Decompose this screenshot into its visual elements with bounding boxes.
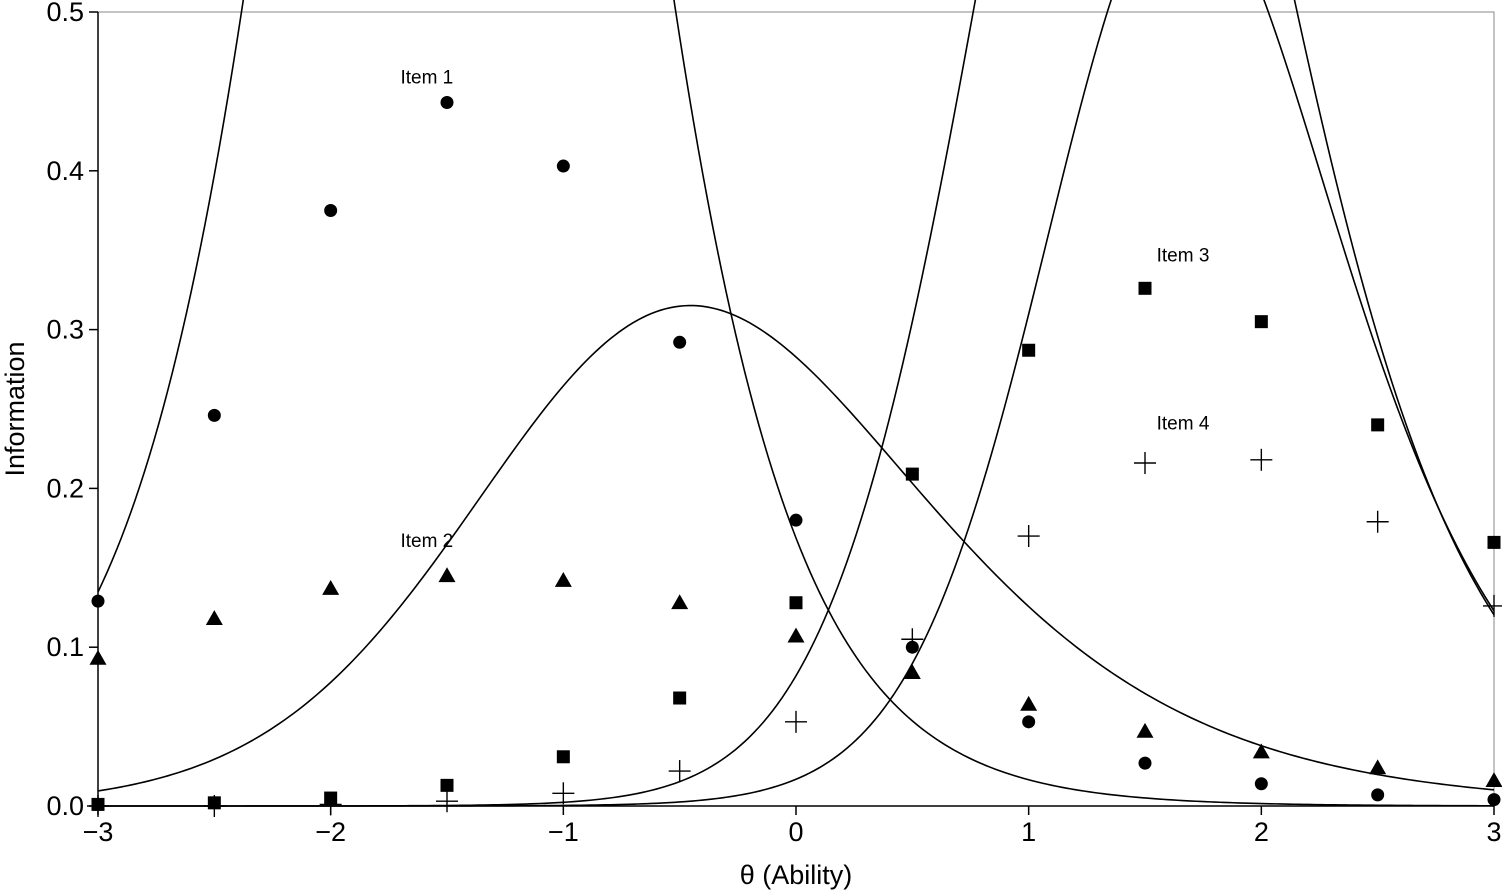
x-tick-label: −3: [83, 817, 114, 847]
series-line-item-3: [98, 0, 1495, 807]
series-label-item-2: Item 2: [400, 531, 453, 552]
x-axis: −3 −2 −1 0 1 2 3: [83, 805, 1502, 847]
data-point-item-2: [1485, 772, 1502, 787]
data-point-item-2: [1020, 695, 1038, 711]
data-point-item-3: [673, 691, 687, 705]
data-point-item-2: [205, 610, 223, 625]
y-tick-label: 0.5: [46, 0, 84, 27]
data-point-item-4: [1483, 594, 1502, 617]
data-point-item-1: [1254, 777, 1268, 791]
data-point-item-3: [1138, 281, 1152, 295]
data-point-item-4: [901, 628, 924, 651]
data-point-item-3: [440, 778, 454, 792]
y-tick-label: 0.4: [46, 156, 84, 186]
item-labels: Item 1 Item 2 Item 3 Item 4: [400, 67, 1209, 552]
data-point-item-3: [556, 750, 570, 764]
x-tick-label: −2: [315, 817, 346, 847]
series-label-item-3: Item 3: [1157, 245, 1210, 266]
data-point-item-2: [89, 649, 107, 665]
data-point-item-3: [789, 596, 803, 610]
data-point-item-4: [319, 793, 342, 816]
data-point-item-2: [1369, 759, 1387, 775]
x-tick-label: 1: [1021, 817, 1036, 847]
series-label-item-1: Item 1: [400, 67, 453, 88]
data-point-item-2: [1252, 743, 1270, 759]
y-tick-label: 0.2: [46, 473, 84, 503]
series-line-item-4: [98, 0, 1495, 807]
data-point-item-4: [1250, 448, 1273, 471]
data-point-item-2: [787, 627, 805, 643]
markers: [87, 96, 1502, 817]
series-label-item-4: Item 4: [1157, 414, 1210, 435]
data-point-item-1: [1138, 756, 1152, 770]
data-point-item-2: [322, 579, 340, 595]
x-tick-label: 3: [1486, 817, 1501, 847]
data-point-item-1: [789, 513, 803, 527]
data-point-item-4: [436, 790, 458, 813]
data-point-item-3: [1371, 418, 1385, 432]
data-point-item-1: [1487, 793, 1501, 807]
series-line-item-1: [97, 0, 1495, 807]
data-point-item-1: [440, 96, 454, 110]
data-point-item-2: [671, 594, 689, 610]
data-point-item-1: [91, 594, 105, 608]
data-point-item-1: [324, 204, 338, 217]
y-tick-label: 0.1: [46, 632, 84, 662]
data-point-item-4: [1017, 525, 1040, 548]
x-tick-label: 2: [1254, 817, 1269, 847]
data-point-item-4: [87, 795, 109, 817]
data-point-item-2: [438, 567, 456, 583]
curves: [97, 0, 1495, 807]
y-axis: 0.0 0.1 0.2 0.3 0.4 0.5: [46, 0, 99, 821]
x-tick-label: −1: [548, 817, 579, 847]
data-point-item-1: [1022, 715, 1036, 729]
data-point-item-3: [1254, 315, 1268, 329]
data-point-item-4: [1366, 510, 1389, 533]
y-tick-label: 0.0: [46, 791, 84, 821]
y-axis-title: Information: [0, 341, 30, 476]
data-point-item-3: [1022, 343, 1036, 357]
data-point-item-4: [203, 795, 226, 817]
y-tick-label: 0.3: [46, 315, 84, 345]
data-point-item-3: [1487, 535, 1501, 549]
plot-frame: [97, 11, 1495, 807]
data-point-item-2: [903, 664, 921, 679]
data-point-item-4: [668, 760, 691, 783]
data-point-item-1: [556, 159, 570, 173]
data-point-item-2: [554, 572, 572, 587]
data-point-item-4: [1134, 451, 1156, 474]
data-point-item-4: [552, 782, 575, 805]
data-point-item-1: [207, 408, 221, 422]
data-point-item-4: [785, 710, 807, 733]
data-point-item-3: [905, 467, 919, 481]
data-point-item-2: [1136, 722, 1154, 738]
x-tick-label: 0: [788, 817, 803, 847]
x-axis-title: θ (Ability): [740, 860, 853, 890]
data-point-item-1: [1371, 788, 1385, 802]
data-point-item-1: [673, 335, 687, 349]
